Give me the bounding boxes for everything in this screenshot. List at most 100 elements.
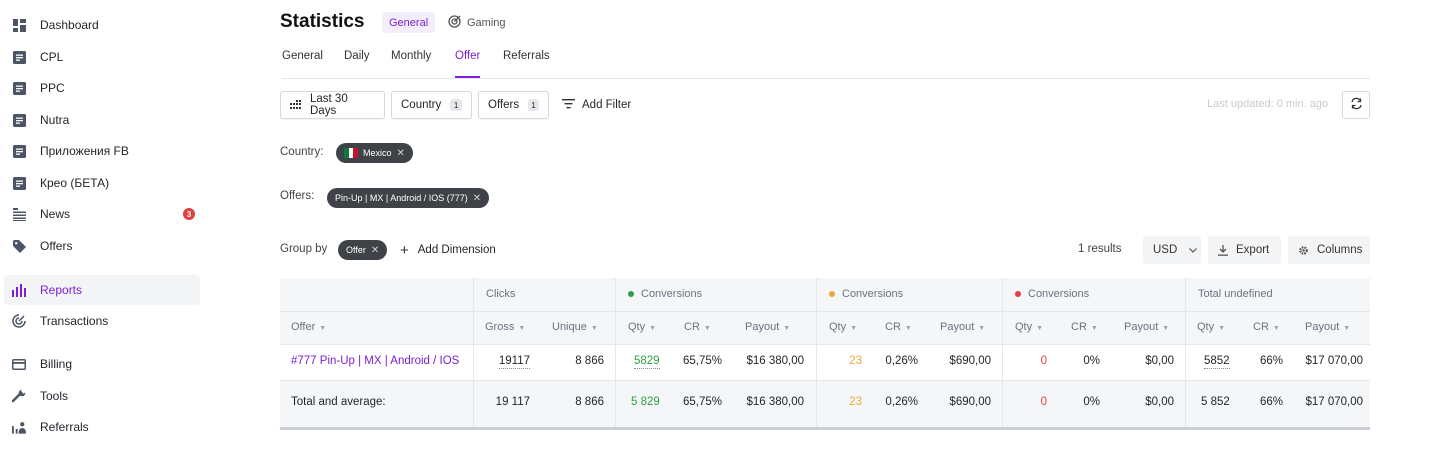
column-divider [473, 278, 474, 427]
green-dot-icon [628, 291, 634, 297]
header-qty[interactable]: Qty ▼ [829, 321, 857, 333]
add-filter-button[interactable]: Add Filter [562, 91, 631, 119]
pending-payout-total: $690,00 [949, 396, 991, 408]
sidebar-item-creo[interactable]: Крео (БЕТА) [4, 168, 200, 198]
gaming-pill[interactable]: Gaming [448, 12, 506, 33]
sort-icon: ▼ [1036, 325, 1044, 332]
header-label: Qty [1015, 321, 1033, 333]
tab-bar: General Daily Monthly Offer Referrals [282, 50, 1370, 79]
total-qty-cell: 5852 [1204, 355, 1230, 369]
header-payout[interactable]: Payout ▼ [745, 321, 790, 333]
sidebar-item-offers[interactable]: Offers [4, 231, 200, 261]
header-label: Gross [485, 321, 515, 333]
export-button[interactable]: Export [1208, 236, 1281, 264]
currency-select[interactable]: USD [1143, 236, 1201, 264]
header-payout[interactable]: Payout ▼ [940, 321, 985, 333]
date-range-button[interactable]: Last 30 Days [280, 91, 385, 119]
header-qty[interactable]: Qty ▼ [1197, 321, 1225, 333]
header-unique[interactable]: Unique ▼ [552, 321, 598, 333]
chevron-down-icon [1189, 244, 1198, 256]
columns-button[interactable]: Columns [1288, 236, 1370, 264]
header-payout[interactable]: Payout ▼ [1305, 321, 1350, 333]
group-offer-chip: Offer ✕ [338, 240, 388, 260]
header-cr[interactable]: CR ▼ [1071, 321, 1098, 333]
table-group-header-row [280, 278, 1370, 311]
sidebar-item-label: CPL [40, 50, 64, 64]
header-qty[interactable]: Qty ▼ [628, 321, 656, 333]
rejected-cr-total: 0% [1083, 396, 1100, 408]
tag-icon [12, 239, 26, 253]
currency-value: USD [1153, 244, 1178, 256]
sidebar-item-label: Offers [40, 239, 73, 253]
header-label: Payout [745, 321, 780, 333]
offers-filter-label: Offers [488, 99, 520, 111]
rejected-qty-cell: 0 [1040, 355, 1047, 367]
group-chip-label: Offer [346, 245, 366, 255]
general-pill[interactable]: General [382, 12, 436, 33]
header-label: Payout [1124, 321, 1159, 333]
header-cr[interactable]: CR ▼ [885, 321, 912, 333]
header-cr[interactable]: CR ▼ [1253, 321, 1280, 333]
total-qty-value[interactable]: 5852 [1204, 355, 1230, 369]
approved-payout-cell: $16 380,00 [746, 355, 804, 367]
sidebar-item-billing[interactable]: Billing [4, 349, 200, 379]
header-label: Payout [940, 321, 975, 333]
gross-value[interactable]: 19117 [498, 355, 530, 369]
approved-qty-total: 5 829 [631, 396, 660, 408]
sort-icon: ▼ [1343, 325, 1351, 332]
sidebar-item-dashboard[interactable]: Dashboard [4, 10, 200, 40]
remove-offer-icon[interactable]: ✕ [472, 192, 482, 204]
sidebar-item-label: Reports [40, 283, 83, 297]
gaming-label: Gaming [467, 16, 506, 29]
header-offer[interactable]: Offer ▼ [291, 321, 326, 333]
approved-cr-total: 65,75% [682, 396, 722, 408]
tab-general[interactable]: General [282, 50, 323, 62]
add-dimension-button[interactable]: + Add Dimension [400, 241, 496, 259]
sidebar-item-cpl[interactable]: CPL [4, 42, 200, 72]
last-updated-text: Last updated: 0 min. ago [1207, 98, 1329, 110]
sort-icon: ▼ [703, 325, 711, 332]
offers-filter-button[interactable]: Offers 1 [478, 91, 549, 119]
sidebar-item-ppc[interactable]: PPC [4, 73, 200, 103]
sidebar-item-nutra[interactable]: Nutra [4, 105, 200, 135]
tab-offer[interactable]: Offer [455, 50, 481, 78]
header-gross[interactable]: Gross ▼ [485, 321, 525, 333]
group-total: Total undefined [1198, 288, 1273, 300]
header-label: Qty [628, 321, 646, 333]
group-conversions-approved: Conversions [628, 288, 702, 300]
offers-filter-count: 1 [528, 99, 539, 111]
remove-group-icon[interactable]: ✕ [370, 244, 380, 256]
sort-icon: ▼ [904, 325, 912, 332]
sidebar: Dashboard CPL PPC Nutra Приложения FB Кр… [0, 0, 210, 461]
sidebar-item-referrals[interactable]: Referrals [4, 412, 200, 442]
sort-icon: ▼ [1272, 325, 1280, 332]
header-label: Qty [1197, 321, 1215, 333]
add-dimension-label: Add Dimension [417, 244, 496, 256]
sidebar-item-fb-apps[interactable]: Приложения FB [4, 136, 200, 166]
approved-qty-value[interactable]: 5829 [634, 355, 660, 369]
red-dot-icon [1015, 291, 1021, 297]
header-payout[interactable]: Payout ▼ [1124, 321, 1169, 333]
country-filter-button[interactable]: Country 1 [391, 91, 472, 119]
sidebar-item-label: Transactions [40, 314, 109, 328]
country-filter-caption: Country: [280, 146, 324, 158]
refresh-button[interactable] [1342, 91, 1370, 119]
header-qty[interactable]: Qty ▼ [1015, 321, 1043, 333]
header-cr[interactable]: CR ▼ [684, 321, 711, 333]
tab-referrals[interactable]: Referrals [503, 50, 550, 62]
gross-total: 19 117 [495, 396, 530, 408]
group-label: Conversions [641, 288, 703, 300]
sidebar-item-tools[interactable]: Tools [4, 381, 200, 411]
group-conversions-pending: Conversions [829, 288, 903, 300]
remove-country-icon[interactable]: ✕ [396, 147, 405, 159]
sidebar-item-reports[interactable]: Reports [4, 275, 200, 305]
referrals-icon [12, 420, 26, 434]
statistics-table: Clicks Conversions Conversions Conversio… [280, 278, 1370, 430]
sidebar-item-transactions[interactable]: Transactions [4, 306, 200, 336]
country-chip: Mexico ✕ [336, 143, 413, 163]
tab-monthly[interactable]: Monthly [391, 50, 432, 62]
header-label: CR [885, 321, 901, 333]
offer-link[interactable]: #777 Pin-Up | MX | Android / IOS [291, 355, 460, 367]
tab-daily[interactable]: Daily [344, 50, 370, 62]
sidebar-item-news[interactable]: News 3 [4, 199, 200, 229]
